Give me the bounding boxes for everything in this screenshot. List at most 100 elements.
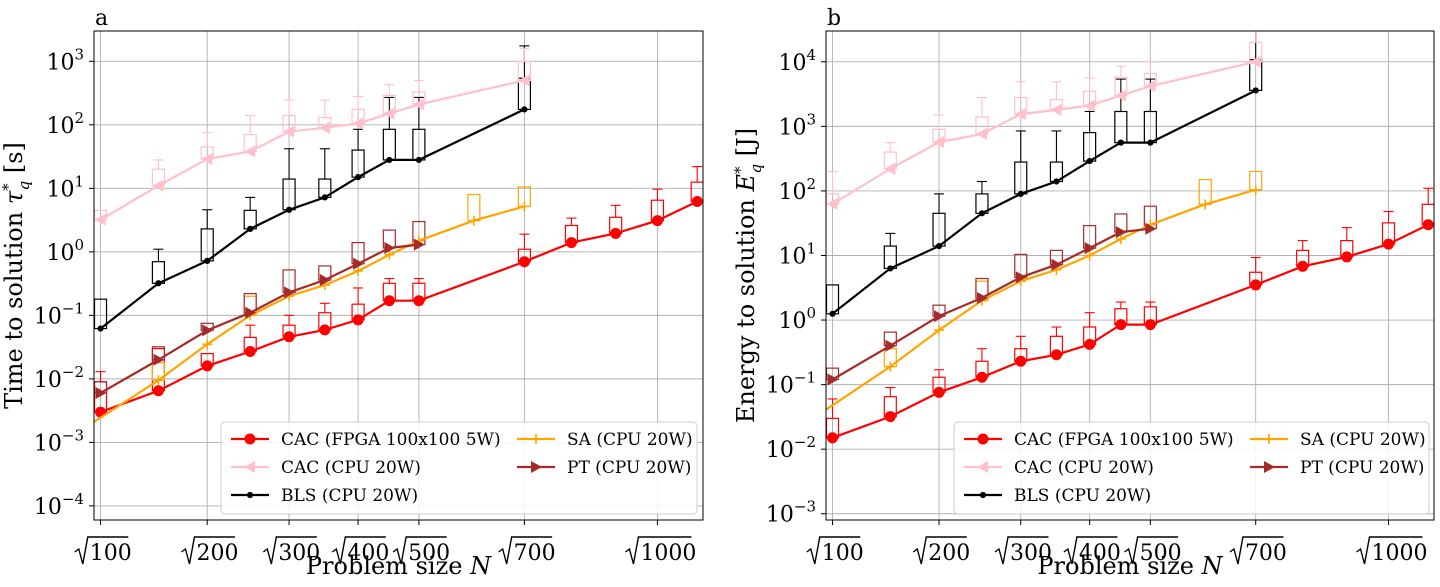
data-point (202, 324, 214, 337)
series-line (826, 188, 1257, 411)
data-point (1147, 139, 1154, 146)
data-point (977, 461, 988, 473)
plot-area (94, 45, 703, 424)
sqrt-sign (331, 536, 386, 565)
x-tick-label: 200 (181, 536, 238, 566)
data-point (933, 136, 945, 149)
data-point (827, 432, 839, 444)
x-axis-label: Problem size N (306, 552, 492, 580)
data-point (152, 385, 164, 397)
y-axis-label: Energy to solution E*q [J] (731, 128, 765, 423)
data-point (204, 257, 211, 265)
y-tick-label: 10−4 (34, 490, 84, 520)
sqrt-sign (994, 536, 1049, 565)
x-tick-label: 1000 (1356, 536, 1428, 566)
legend-entry: PT (CPU 20W) (1250, 458, 1424, 478)
series-cac-fpga-100x100-5w- (95, 196, 703, 418)
data-point (201, 360, 213, 372)
legend-entry: CAC (FPGA 100x100 5W) (231, 430, 501, 450)
series-line (831, 60, 1256, 205)
data-point (977, 433, 989, 445)
x-tick-value: 100 (90, 541, 132, 566)
x-tick-label: 400 (331, 536, 389, 566)
data-point (531, 461, 542, 473)
series-line (831, 89, 1257, 315)
data-point (285, 206, 293, 213)
data-point (152, 179, 164, 192)
x-tick-value: 1000 (640, 541, 696, 566)
legend-label: BLS (CPU 20W) (1014, 486, 1151, 506)
legend: CAC (FPGA 100x100 5W) CAC (CPU 20W) BLS (C… (953, 421, 1430, 515)
data-point (244, 461, 255, 473)
data-point (155, 280, 162, 287)
panel-label: a (95, 6, 108, 31)
series-cac-cpu-20w- (826, 55, 1261, 210)
y-tick-label: 103 (778, 110, 816, 140)
box (382, 128, 396, 161)
data-point (1014, 108, 1026, 121)
legend-entry: PT (CPU 20W) (517, 458, 691, 478)
series-line (831, 227, 1151, 381)
data-point (383, 107, 395, 120)
x-tick-value: 700 (1245, 541, 1287, 566)
data-point (829, 310, 836, 317)
y-tick-label: 103 (46, 45, 84, 75)
data-point (885, 339, 897, 352)
x-tick-value: 700 (514, 541, 556, 566)
legend-label: CAC (FPGA 100x100 5W) (281, 430, 501, 450)
data-point (94, 213, 106, 226)
data-point (352, 314, 364, 326)
panel-label: b (827, 6, 841, 31)
data-point (246, 491, 254, 499)
y-tick-label: 10−1 (766, 369, 816, 399)
y-tick-label: 10−2 (766, 433, 816, 463)
data-point (244, 145, 256, 158)
data-point (386, 156, 393, 164)
x-tick-value: 300 (1010, 541, 1052, 566)
data-point (353, 265, 364, 276)
data-point (244, 433, 256, 445)
data-point (934, 325, 945, 336)
y-tick-label: 101 (46, 172, 84, 202)
data-point (1084, 338, 1096, 350)
data-point (283, 125, 295, 138)
y-tick-labels: 10−3 10−2 10−1 100 101 102 103 104 (766, 46, 826, 528)
series-pt-cpu-20w- (827, 222, 1157, 386)
y-axis-label: Time to solution τ*q [s] (0, 142, 33, 409)
legend-entry: SA (CPU 20W) (517, 430, 693, 450)
legend-entry: CAC (CPU 20W) (231, 458, 421, 478)
y-tick-label: 100 (46, 236, 84, 266)
data-point (97, 325, 104, 332)
data-point (318, 121, 330, 134)
box-group (826, 187, 1434, 439)
data-point (978, 210, 986, 217)
sqrt-sign (1229, 536, 1284, 565)
x-tick-labels: 100 200 300 400 500 700 1000 (806, 520, 1428, 566)
data-point (1422, 219, 1434, 231)
data-point (976, 371, 988, 383)
x-tick-value: 500 (1140, 541, 1182, 566)
data-point (1051, 258, 1063, 271)
sqrt-sign (392, 536, 447, 565)
y-tick-labels: 10−4 10−3 10−2 10−1 100 101 102 103 (34, 45, 94, 520)
x-tick-label: 200 (912, 536, 970, 566)
data-point (384, 241, 396, 254)
legend-entry: CAC (FPGA 100x100 5W) (964, 430, 1234, 450)
series-line (832, 223, 1429, 439)
data-point (1115, 226, 1127, 239)
data-point (244, 345, 256, 357)
data-point (1083, 99, 1095, 112)
x-tick-label: 1000 (625, 536, 696, 566)
legend-label: SA (CPU 20W) (567, 430, 693, 450)
x-tick-label: 500 (392, 536, 450, 566)
y-tick-label: 102 (778, 175, 816, 205)
legend-entry: BLS (CPU 20W) (964, 486, 1151, 506)
data-point (283, 331, 295, 343)
data-point (354, 174, 362, 181)
box-group (94, 166, 703, 413)
sqrt-sign (625, 536, 692, 565)
x-tick-label: 700 (1229, 536, 1287, 566)
series-line (99, 108, 525, 330)
data-point (468, 215, 479, 226)
data-point (1084, 250, 1095, 261)
